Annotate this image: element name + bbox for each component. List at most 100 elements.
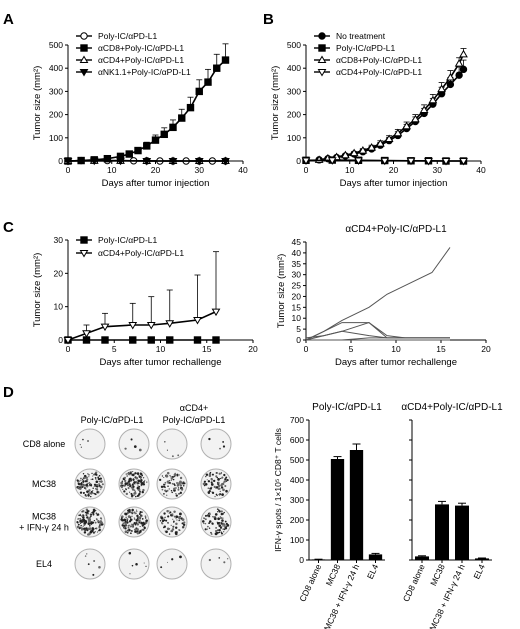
y-tick-label: 100 [287, 133, 301, 143]
spot [171, 491, 173, 494]
spot [211, 522, 214, 525]
spot [222, 445, 226, 448]
spot [138, 475, 141, 478]
spot [225, 489, 228, 493]
spot [141, 490, 144, 494]
x-axis-label: Days after tumor injection [102, 178, 210, 189]
spot [224, 520, 227, 523]
x-tick-label: EL4 [471, 562, 487, 580]
spot [215, 475, 218, 478]
spot [87, 473, 89, 475]
spot [80, 446, 82, 448]
spot [202, 482, 206, 486]
spot [208, 437, 211, 441]
data-point [437, 84, 447, 93]
spot [87, 493, 89, 495]
spot [79, 514, 82, 517]
spot [223, 522, 225, 525]
spot [164, 441, 166, 443]
spot [87, 512, 90, 515]
x-tick-label: EL4 [365, 562, 381, 580]
elispot-column-title: Poly-IC/αPD-L1 [81, 415, 144, 425]
spot [146, 481, 148, 483]
spot [82, 484, 85, 487]
data-point [204, 78, 212, 86]
spot [183, 481, 185, 483]
spot [179, 515, 181, 518]
y-tick-label: 30 [54, 235, 64, 245]
spot [101, 483, 104, 486]
x-tick-label: 10 [391, 344, 401, 354]
y-tick-label: 300 [290, 495, 304, 505]
spot [162, 485, 166, 488]
x-tick-label: CD8 alone [297, 562, 323, 603]
individual-mouse-line-3 [305, 322, 450, 339]
spot [141, 524, 144, 527]
spot [163, 492, 165, 495]
spot [130, 518, 133, 521]
spot [175, 494, 178, 497]
legend-label: αCD4+Poly-IC/αPD-L1 [98, 248, 184, 258]
elispot-column-title: Poly-IC/αPD-L1 [163, 415, 226, 425]
spot [82, 478, 84, 481]
elispot-well [200, 428, 232, 460]
data-point [186, 103, 195, 112]
spot [92, 508, 96, 512]
spot [131, 488, 135, 491]
spot [95, 527, 97, 530]
spot [82, 520, 84, 523]
spot [171, 455, 174, 458]
spot [122, 522, 125, 525]
spot [90, 512, 93, 514]
spot [216, 522, 220, 525]
spot [123, 526, 125, 529]
spot [95, 483, 98, 486]
spot [170, 530, 173, 533]
spot [132, 512, 134, 514]
spot [167, 515, 170, 518]
spot [203, 522, 205, 525]
spot [208, 489, 211, 493]
individual-mouse-line-2 [305, 330, 450, 341]
spot [218, 557, 221, 559]
spot [217, 531, 220, 534]
y-axis-label: Tumor size (mm²) [32, 66, 43, 141]
spot [220, 522, 223, 525]
y-tick-label: 500 [287, 40, 301, 50]
spot [138, 474, 140, 476]
spot [175, 515, 179, 519]
x-tick-label: 20 [389, 165, 399, 175]
spot [206, 479, 208, 481]
spot [91, 511, 95, 514]
spot [140, 476, 143, 478]
elispot-well [200, 506, 232, 538]
spot [210, 533, 213, 535]
spot [78, 514, 80, 517]
spot [95, 485, 98, 488]
spot [131, 508, 134, 512]
spot [222, 517, 224, 519]
spot [208, 527, 211, 529]
spot [80, 524, 82, 527]
spot [183, 521, 186, 524]
y-tick-label: 20 [54, 268, 64, 278]
spot [216, 508, 219, 510]
spot [174, 526, 178, 529]
elispot-well [156, 468, 188, 500]
spot [166, 449, 168, 451]
spot [77, 482, 80, 485]
spot [88, 481, 91, 484]
spot [82, 473, 85, 475]
spot [208, 558, 212, 562]
panel-letter-a: A [3, 11, 14, 28]
spot [138, 516, 141, 519]
spot [211, 473, 214, 476]
spot [127, 484, 129, 487]
spot [173, 510, 176, 513]
x-tick-label: 15 [202, 344, 212, 354]
spot [207, 480, 211, 483]
spot [82, 509, 85, 513]
spot [166, 527, 170, 531]
spot [88, 485, 90, 487]
legend-marker [80, 44, 88, 52]
